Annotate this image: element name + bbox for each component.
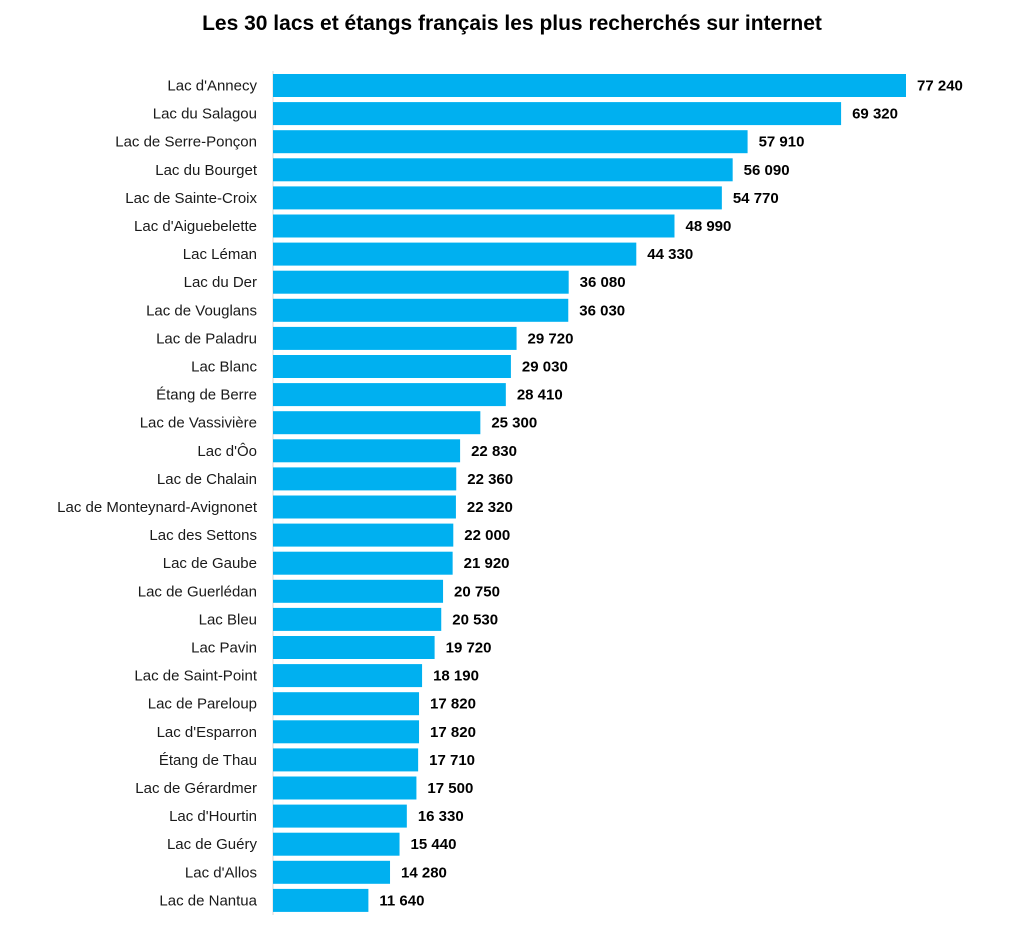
value-label: 44 330 [647,246,693,263]
bar [273,383,506,407]
category-label: Lac Pavin [191,640,257,657]
value-label: 22 830 [471,443,517,460]
category-label: Lac Bleu [199,611,257,628]
bar [273,579,444,603]
value-label: 14 280 [401,864,447,881]
value-label: 77 240 [917,78,963,95]
value-label: 29 720 [528,330,574,347]
category-label: Lac des Settons [149,527,257,544]
value-label: 36 080 [580,274,626,291]
bar [273,411,481,435]
category-label: Étang de Berre [156,387,257,404]
value-label: 36 030 [579,302,625,319]
bar [273,607,442,631]
category-label: Étang de Thau [159,752,257,769]
bar [273,832,400,856]
bar [273,888,369,912]
value-label: 22 000 [464,527,510,544]
bar [273,298,569,322]
bar [273,776,417,800]
value-label: 15 440 [411,836,457,853]
bar [273,242,637,266]
value-label: 20 530 [452,611,498,628]
value-label: 20 750 [454,583,500,600]
value-label: 54 770 [733,190,779,207]
bar [273,467,457,491]
bar [273,551,453,575]
category-label: Lac d'Annecy [167,78,257,95]
category-label: Lac Blanc [191,359,257,376]
value-label: 56 090 [744,162,790,179]
bar [273,355,511,378]
category-label: Lac de Monteynard-Avignonet [57,499,258,516]
bar [273,214,675,238]
bar [273,158,733,182]
category-label: Lac du Der [184,274,257,291]
bar [273,804,407,828]
bar [273,860,391,884]
value-label: 48 990 [685,218,731,235]
category-label: Lac de Guerlédan [138,583,257,600]
value-label: 18 190 [433,668,479,685]
bar [273,130,748,154]
category-label: Lac de Vassivière [140,415,257,432]
value-label: 16 330 [418,808,464,825]
value-label: 29 030 [522,359,568,376]
bar [273,495,456,519]
value-label: 57 910 [759,134,805,151]
category-label: Lac du Bourget [155,162,258,179]
category-label: Lac d'Ôo [197,443,257,460]
value-label: 17 500 [427,780,473,797]
category-label: Lac de Chalain [157,471,257,488]
bar [273,664,423,688]
category-label: Lac de Gérardmer [135,780,257,797]
bar [273,102,842,126]
value-label: 69 320 [852,106,898,123]
value-label: 17 710 [429,752,475,769]
bar [273,186,722,210]
bar [273,748,419,772]
value-label: 17 820 [430,696,476,713]
bar [273,692,420,716]
value-label: 25 300 [491,415,537,432]
category-label: Lac du Salagou [153,106,257,123]
value-label: 17 820 [430,724,476,741]
category-label: Lac Léman [183,246,257,263]
bar [273,74,906,97]
category-label: Lac d'Allos [185,864,257,881]
category-label: Lac de Serre-Ponçon [115,134,257,151]
category-label: Lac d'Hourtin [169,808,257,825]
value-label: 19 720 [446,640,492,657]
bar [273,523,454,547]
category-label: Lac de Saint-Point [134,668,257,685]
category-label: Lac de Vouglans [146,302,257,319]
category-label: Lac de Gaube [163,555,257,572]
value-label: 28 410 [517,387,563,404]
value-label: 22 320 [467,499,513,516]
category-label: Lac de Guéry [167,836,258,853]
category-label: Lac d'Esparron [157,724,257,741]
chart-title: Les 30 lacs et étangs français les plus … [202,12,822,35]
category-label: Lac de Sainte-Croix [125,190,257,207]
category-label: Lac d'Aiguebelette [134,218,257,235]
category-label: Lac de Nantua [159,892,257,909]
category-label: Lac de Pareloup [148,696,257,713]
value-label: 22 360 [467,471,513,488]
bar [273,636,435,659]
bar [273,270,569,294]
bar [273,326,517,350]
value-label: 11 640 [379,892,424,909]
category-label: Lac de Paladru [156,330,257,347]
bar [273,439,461,463]
value-label: 21 920 [464,555,510,572]
bar [273,720,420,744]
